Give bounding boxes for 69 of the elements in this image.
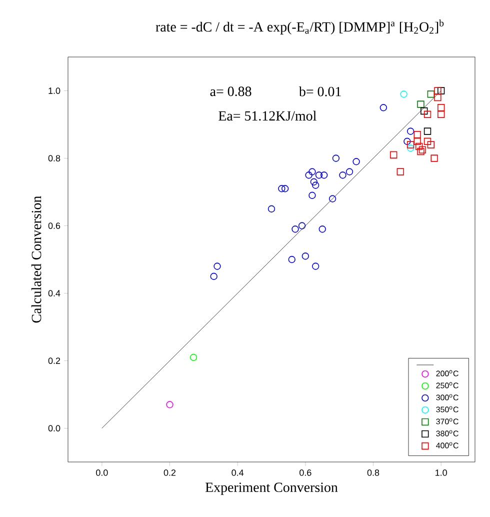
point [312,182,320,189]
point [308,192,316,199]
point [214,262,221,270]
point [406,144,414,152]
point [310,178,318,186]
point [420,107,428,115]
point [352,158,360,166]
point [190,354,198,361]
point [292,226,299,233]
point [278,185,286,192]
point [437,87,445,94]
point [424,128,432,135]
y-axis-title: Calculated Conversion [31,196,42,323]
y-tick-label: 0.8 [48,155,60,162]
point [418,146,426,154]
x-axis-title: Experiment Conversion [205,482,338,495]
point [434,87,442,94]
point [305,172,312,179]
point [320,172,328,179]
point [417,100,424,108]
point [414,138,421,145]
x-tick-label: 1.0 [436,469,447,476]
x-tick-label: 0.0 [96,469,108,476]
point [437,110,445,118]
y-tick-label: 0.2 [48,358,60,364]
point [404,138,411,145]
y-tick-label: 0.4 [48,290,60,296]
y-tick-label: 0.0 [48,425,60,432]
annotation: a= 0.88 [210,86,252,96]
point [328,195,336,202]
point [406,128,414,135]
point [380,104,388,112]
point [390,151,398,158]
y-tick-label: 1.0 [48,88,60,94]
point [427,90,434,98]
point [424,138,432,145]
point [318,226,326,233]
point [166,401,174,408]
point [396,168,404,176]
x-tick-label: 0.4 [232,469,244,476]
point [288,256,296,264]
point [308,168,316,176]
point [415,142,423,150]
x-tick-label: 0.8 [367,469,380,476]
chart-title: rate = -dC / dt = -A exp(-E$_{a}$/RT) [DMMP]$^{a}$ [H$_{2}$O$_{2}$]$^{b}$ [156,20,444,34]
point [315,172,323,179]
point [434,94,442,102]
point [406,141,414,148]
point [430,154,438,162]
annotation: Ea= 51.12KJ/mol [218,110,316,121]
point [302,252,309,260]
point [346,168,354,176]
point [424,110,432,118]
point [332,154,340,162]
point [414,131,421,138]
point [312,262,320,270]
point [268,205,276,212]
x-tick-label: 0.2 [164,469,176,476]
point [210,272,218,280]
point [339,172,346,179]
point [298,222,306,230]
annotation: b= 0.01 [298,86,341,96]
point [437,104,445,112]
point [281,185,289,192]
point [400,90,408,98]
x-tick-label: 0.6 [300,469,312,476]
point [427,141,434,148]
point [417,148,424,156]
y-tick-label: 0.6 [48,222,60,229]
